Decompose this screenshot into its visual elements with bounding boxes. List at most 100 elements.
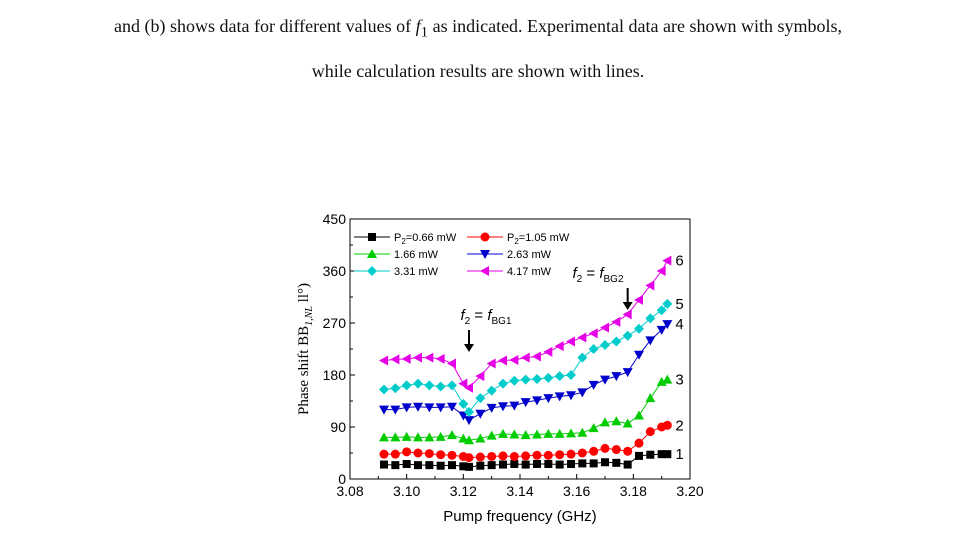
data-point	[413, 448, 423, 458]
legend-item: P2=1.05 mW	[467, 232, 570, 246]
caption-variable-subscript: 1	[420, 24, 429, 41]
data-point	[612, 458, 621, 467]
legend-label-subscript: 2	[514, 237, 519, 246]
data-point	[532, 351, 541, 362]
annotation-var: f	[572, 265, 578, 282]
data-point	[509, 451, 519, 461]
data-point	[600, 375, 610, 385]
y-axis-label-subscript: 1,NL	[304, 306, 315, 326]
data-point	[435, 431, 446, 441]
data-point	[401, 431, 412, 441]
data-point	[588, 380, 599, 390]
annotation-rhs-var: f	[599, 265, 605, 282]
data-point	[622, 330, 633, 341]
legend-marker	[367, 249, 377, 258]
data-point	[464, 406, 474, 417]
data-point	[566, 449, 576, 459]
data-point	[662, 255, 672, 266]
data-point	[521, 451, 531, 461]
data-point	[413, 378, 423, 389]
x-tick-label: 3.12	[450, 483, 477, 499]
annotation-arrow-head	[622, 302, 633, 310]
annotation-rhs-subscript: BG1	[492, 316, 512, 327]
y-axis-label: Phase shift BB1,NL ll°)	[296, 283, 315, 415]
data-point	[464, 435, 474, 445]
annotation-1: f2 = fBG1	[460, 307, 512, 352]
data-point	[622, 309, 632, 320]
data-point	[458, 433, 469, 443]
legend-item: P2=0.66 mW	[354, 232, 457, 246]
data-point	[656, 266, 666, 276]
data-point	[413, 402, 423, 412]
data-point	[464, 453, 474, 463]
series-end-label: 3	[675, 372, 683, 389]
data-point	[379, 355, 388, 366]
data-point	[447, 358, 456, 369]
data-point	[498, 355, 507, 366]
legend-item: 4.17 mW	[467, 266, 552, 278]
data-point	[662, 320, 673, 330]
data-point	[577, 352, 588, 363]
data-point	[435, 353, 445, 364]
data-point	[475, 452, 485, 462]
series-end-label: 1	[675, 446, 683, 463]
data-point	[520, 374, 531, 385]
data-point	[391, 461, 400, 470]
legend-label: 3.31 mW	[394, 266, 439, 278]
series-end-label: 2	[675, 417, 683, 434]
data-point	[509, 354, 519, 365]
data-point	[520, 430, 531, 440]
data-point	[578, 459, 587, 468]
series-6: 6	[379, 253, 684, 393]
data-point	[414, 461, 422, 470]
data-point	[611, 316, 621, 327]
data-point	[662, 374, 673, 384]
data-point	[379, 449, 389, 459]
data-point	[498, 428, 508, 438]
data-point	[566, 428, 576, 438]
annotation-rhs-var: f	[487, 307, 493, 324]
legend-label-main: 3.31 mW	[394, 266, 439, 278]
data-point	[465, 462, 473, 471]
data-point	[645, 280, 655, 291]
series-3: 3	[379, 372, 684, 445]
annotation-label: f2 = fBG2	[572, 265, 623, 285]
data-point	[645, 313, 656, 324]
legend-label-main: 2.63 mW	[507, 249, 552, 261]
data-point	[577, 332, 587, 343]
data-point	[413, 352, 422, 363]
data-point	[622, 368, 633, 378]
data-point	[476, 461, 485, 470]
data-point	[589, 459, 598, 468]
data-point	[521, 460, 530, 469]
legend-label: 2.63 mW	[507, 249, 552, 261]
data-point	[588, 344, 599, 354]
data-point	[424, 380, 435, 391]
data-point	[611, 336, 622, 347]
data-point	[486, 403, 497, 413]
data-point	[554, 341, 564, 352]
legend-marker	[480, 232, 490, 242]
data-point	[601, 458, 609, 467]
data-point	[435, 381, 446, 392]
data-point	[390, 383, 401, 394]
data-point	[662, 420, 672, 430]
data-point	[588, 423, 599, 433]
data-point	[532, 374, 542, 385]
data-point	[447, 402, 457, 412]
data-point	[390, 432, 401, 442]
data-point	[645, 393, 656, 403]
legend-label-main: P	[507, 232, 514, 244]
data-point	[464, 382, 473, 393]
data-point	[543, 394, 554, 404]
y-axis-label-main: Phase shift BB	[296, 326, 312, 415]
data-point	[634, 294, 643, 305]
data-point	[486, 385, 497, 396]
annotation-var: f	[460, 307, 466, 324]
data-point	[459, 462, 468, 471]
legend-label-main: 4.17 mW	[507, 266, 552, 278]
data-point	[566, 370, 576, 380]
series-end-label: 5	[675, 296, 683, 313]
annotation-equals: =	[470, 307, 487, 324]
data-point	[464, 416, 474, 426]
